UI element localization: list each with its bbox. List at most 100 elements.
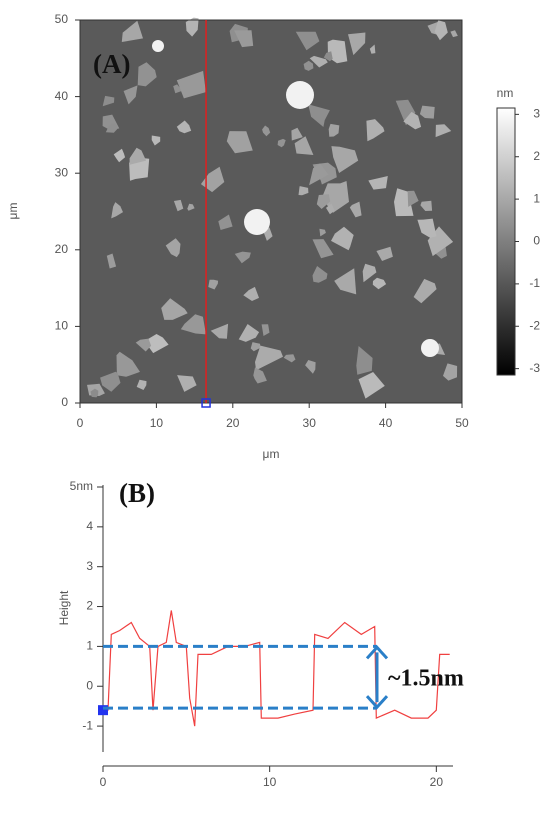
y-tick-label: 0 [86,678,93,692]
flake [218,214,233,230]
x-tick-label: 20 [226,416,240,430]
y-tick-label: 2 [86,599,93,613]
y-tick-label: 50 [55,12,69,26]
flake [309,163,329,186]
colorbar-tick-label: -2 [529,318,540,332]
flake [319,228,326,237]
flake [151,135,161,146]
flake [358,372,385,399]
flake [305,360,316,374]
arrow-head [365,695,389,710]
flake [369,44,376,54]
y-tick-label: -1 [82,718,93,732]
flake [420,200,433,211]
flake [234,251,251,264]
y-tick-label: 5nm [70,479,93,493]
flake [177,375,197,392]
x-tick-label: 30 [303,416,317,430]
y-tick-label: 30 [55,165,69,179]
flake [253,367,267,384]
flake [238,324,260,342]
flake [366,119,385,142]
flake [261,324,270,336]
cursor-marker [98,705,108,716]
flake [443,363,458,381]
flake [283,354,296,363]
flake [291,127,303,141]
x-tick-label: 10 [263,775,277,789]
flake [121,20,143,42]
flake [176,70,206,99]
flake [407,190,419,207]
y-tick-label: 0 [61,395,68,409]
colorbar-tick-label: -1 [529,276,540,290]
panel-title: (A) [93,49,130,79]
bright-flake [244,209,270,235]
x-tick-label: 20 [430,775,444,789]
colorbar [496,107,516,376]
x-tick-label: 50 [455,416,469,430]
flake [173,199,184,212]
x-axis-label: μm [263,447,280,461]
flake [417,218,437,238]
flake [403,111,422,130]
flake [326,203,335,215]
y-tick-label: 10 [55,319,69,333]
colorbar-label: nm [497,86,514,100]
y-tick-label: 4 [86,519,93,533]
flake [309,55,328,68]
x-tick-label: 40 [379,416,393,430]
flake [135,338,152,352]
flake [328,123,340,137]
flake [327,39,348,64]
flake [144,334,169,354]
colorbar-tick-label: 3 [533,107,540,121]
flake [372,277,387,290]
bright-flake [152,40,164,52]
flake [173,84,183,94]
flake [312,266,328,283]
flake [348,32,366,56]
bright-flake [286,81,314,109]
flake [321,181,349,213]
flake [413,278,437,304]
flake [331,146,359,173]
flake [331,226,354,251]
y-axis-label: Height [57,590,71,625]
flake [362,263,377,283]
arrow-head [365,645,389,660]
flake [165,238,181,258]
flake [123,85,138,105]
flake [376,246,393,261]
flake [356,346,373,375]
cursor-marker [201,398,211,408]
flake [308,104,330,127]
flake [180,314,206,335]
panel-title: (B) [119,478,155,508]
flake [419,105,435,119]
flake [298,186,309,196]
flake [243,286,259,301]
flake [129,147,147,165]
flake [368,176,388,190]
flake [210,323,229,339]
flake [262,125,271,137]
bright-flake [421,339,439,357]
flake [295,31,320,51]
y-axis-label: μm [6,203,20,220]
y-tick-label: 1 [86,639,93,653]
flake [435,124,452,138]
flake [113,148,126,163]
colorbar-tick-label: -3 [529,361,540,375]
y-tick-label: 40 [55,89,69,103]
annotation: ~1.5nm [388,666,464,692]
flake [137,62,157,87]
flake [294,136,314,155]
colorbar-tick-label: 0 [533,234,540,248]
flake [434,20,448,41]
flake [176,120,192,134]
y-tick-label: 3 [86,559,93,573]
flake [100,371,121,392]
